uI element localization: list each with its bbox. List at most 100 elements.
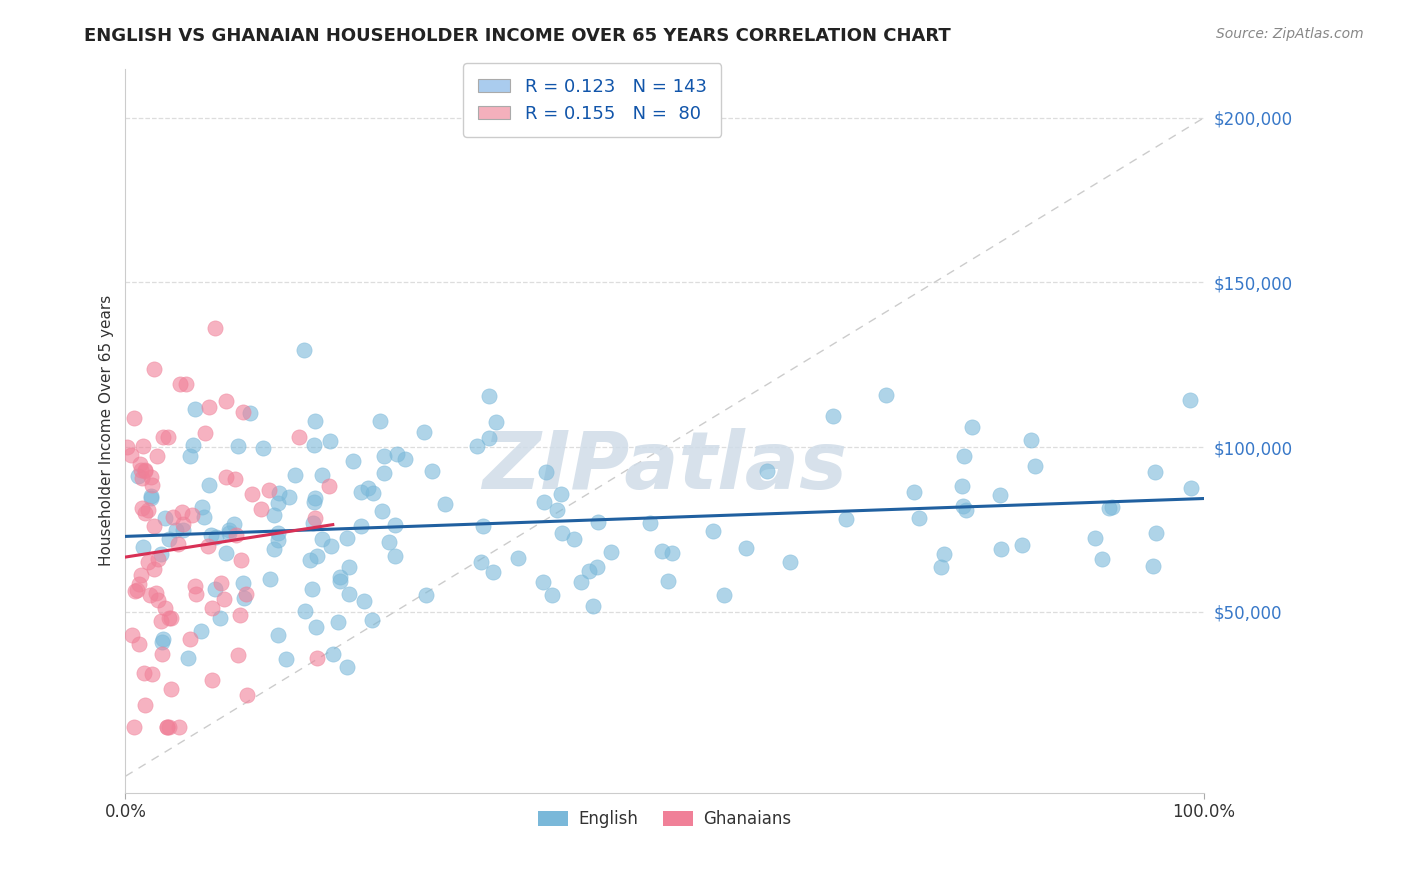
Point [657,574,679,588]
Point [139,588,162,602]
Point [588,516,610,530]
Point [179,632,201,646]
Point [470,555,492,569]
Point [149,614,172,628]
Point [988,487,1011,501]
Point [167,720,190,734]
Point [131,540,153,554]
Point [562,532,585,546]
Point [152,632,174,647]
Point [361,613,384,627]
Point [263,508,285,523]
Point [181,438,204,452]
Point [955,503,977,517]
Point [329,574,352,588]
Point [368,414,391,428]
Point [304,620,326,634]
Point [257,483,280,497]
Point [134,506,156,520]
Point [546,503,568,517]
Point [471,518,494,533]
Point [180,508,202,523]
Point [713,588,735,602]
Point [661,546,683,560]
Point [131,500,153,515]
Point [150,648,173,662]
Point [311,532,333,546]
Point [478,432,501,446]
Point [1144,525,1167,540]
Point [198,401,221,415]
Point [373,467,395,481]
Point [278,490,301,504]
Point [134,698,156,712]
Point [134,463,156,477]
Point [779,555,801,569]
Point [160,610,183,624]
Point [142,562,165,576]
Point [536,465,558,479]
Point [228,607,250,622]
Point [127,469,149,483]
Point [157,532,180,546]
Point [1091,552,1114,566]
Point [932,547,955,561]
Point [239,405,262,419]
Point [582,599,605,614]
Point [128,637,150,651]
Point [160,681,183,696]
Point [321,540,343,554]
Point [141,666,163,681]
Point [373,450,395,464]
Point [322,647,344,661]
Point [131,471,153,485]
Point [531,575,554,590]
Point [311,468,333,483]
Point [122,410,145,425]
Point [336,660,359,674]
Point [146,449,169,463]
Point [198,478,221,492]
Legend: English, Ghanaians: English, Ghanaians [531,804,797,835]
Point [823,409,845,423]
Point [485,415,508,429]
Point [415,588,437,602]
Point [267,533,290,547]
Point [702,524,724,538]
Point [153,510,176,524]
Point [336,531,359,545]
Point [208,610,231,624]
Point [1011,538,1033,552]
Point [139,489,162,503]
Point [835,512,858,526]
Point [172,523,194,537]
Point [1019,433,1042,447]
Point [550,487,572,501]
Point [990,541,1012,556]
Point [115,441,138,455]
Point [191,500,214,515]
Point [139,470,162,484]
Point [201,673,224,687]
Point [197,539,219,553]
Point [127,582,149,597]
Point [218,523,240,537]
Point [200,527,222,541]
Point [132,666,155,681]
Point [953,449,976,463]
Point [215,546,238,560]
Point [433,497,456,511]
Point [384,549,406,563]
Point [292,343,315,358]
Point [952,500,974,514]
Point [165,523,187,537]
Point [734,541,756,555]
Point [218,525,240,540]
Point [1098,501,1121,516]
Point [329,570,352,584]
Point [962,420,984,434]
Point [551,525,574,540]
Point [156,720,179,734]
Point [145,586,167,600]
Point [169,377,191,392]
